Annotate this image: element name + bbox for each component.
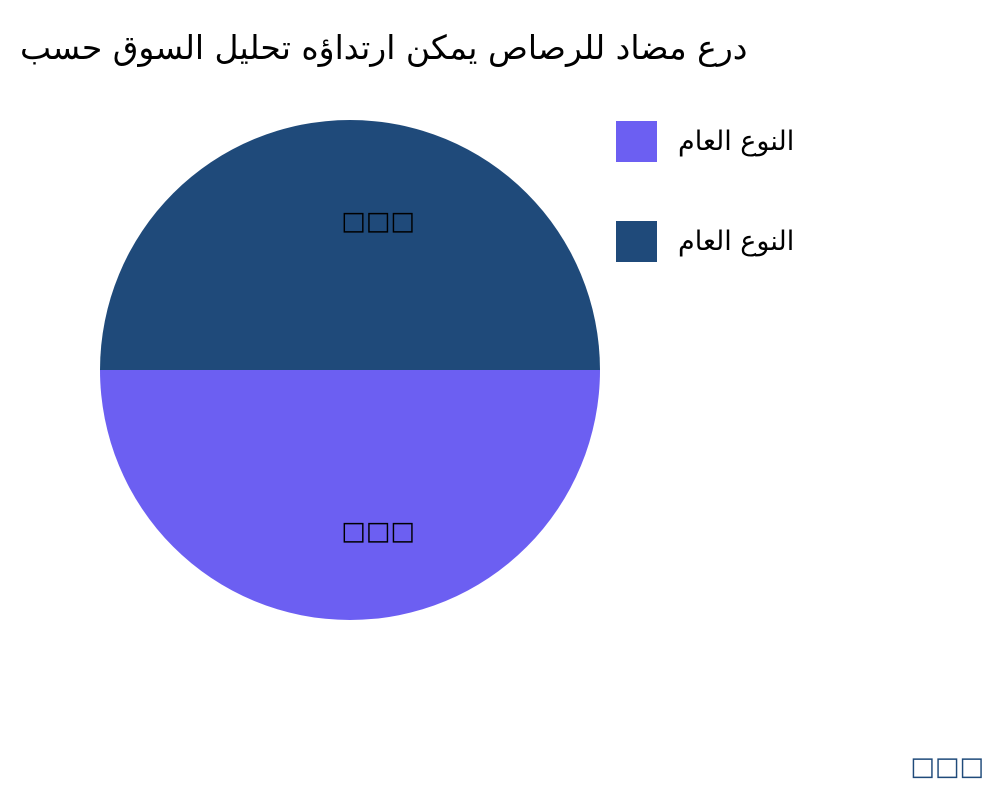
legend-label: النوع العام: [678, 125, 795, 157]
slice-data-label: □□□: [341, 517, 415, 547]
legend-item-0: النوع العام: [616, 120, 794, 162]
legend-item-1: النوع العام: [616, 220, 794, 262]
pie-slice-0: [100, 370, 600, 620]
legend-label: النوع العام: [678, 225, 795, 257]
slice-data-label: □□□: [341, 207, 415, 237]
legend-swatch: [616, 220, 657, 262]
pie-slice-1: [100, 120, 600, 370]
legend-swatch: [616, 120, 657, 162]
chart-title: درع مضاد للرصاص يمكن ارتداؤه تحليل السوق…: [20, 28, 748, 67]
watermark: □□□: [910, 752, 984, 782]
